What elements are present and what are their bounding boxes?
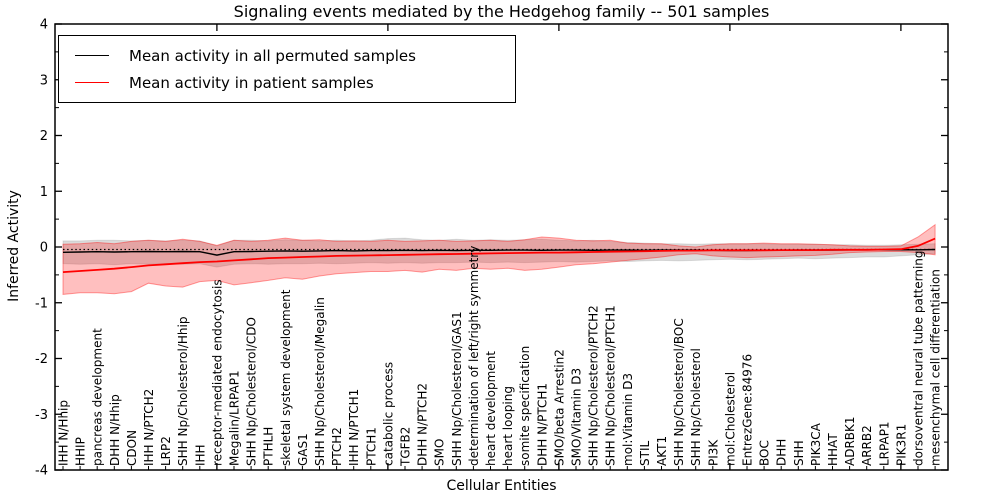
x-tick-label: AKT1 bbox=[655, 436, 669, 466]
y-tick-label: -4 bbox=[35, 464, 48, 479]
x-tick-label: SHH Np/Cholesterol/BOC bbox=[672, 318, 686, 466]
x-tick-label: DHH N/Hhip bbox=[108, 394, 122, 466]
legend-label-patient: Mean activity in patient samples bbox=[129, 73, 374, 92]
x-tick-label: DHH N/PTCH1 bbox=[535, 383, 549, 466]
y-tick-label: 3 bbox=[40, 73, 48, 88]
x-tick-label: pancreas development bbox=[91, 328, 105, 466]
x-tick-label: EntrezGene:84976 bbox=[741, 354, 755, 466]
y-tick-label: 0 bbox=[40, 241, 48, 256]
x-tick-label: TGFB2 bbox=[399, 427, 413, 467]
x-tick-label: BOC bbox=[758, 440, 772, 466]
x-axis-label: Cellular Entities bbox=[446, 478, 557, 494]
x-tick-label: SHH Np/Cholesterol/PTCH1 bbox=[604, 305, 618, 466]
x-tick-label: skeletal system development bbox=[279, 289, 293, 466]
x-tick-label: HHIP bbox=[74, 437, 88, 466]
x-tick-label: GAS1 bbox=[296, 433, 310, 466]
legend-entry-patient: Mean activity in patient samples bbox=[75, 69, 515, 96]
x-tick-label: heart development bbox=[484, 351, 498, 466]
x-tick-label: PIK3CA bbox=[809, 422, 823, 466]
x-tick-label: SHH Np/Cholesterol/Megalin bbox=[313, 297, 327, 466]
x-tick-label: Megalin/LRPAP1 bbox=[228, 370, 242, 466]
x-tick-label: somite specification bbox=[518, 346, 532, 466]
x-tick-label: PIK3R1 bbox=[894, 424, 908, 466]
x-tick-label: dorsoventral neural tube patterning bbox=[912, 250, 926, 466]
y-tick-label: -1 bbox=[35, 296, 48, 311]
x-tick-label: SHH Np/Cholesterol bbox=[689, 348, 703, 466]
x-tick-label: CDON bbox=[125, 430, 139, 466]
y-tick-label: -2 bbox=[35, 352, 48, 367]
legend: Mean activity in all permuted samples Me… bbox=[58, 35, 516, 103]
x-tick-label: SHH Np/Cholesterol/GAS1 bbox=[450, 311, 464, 466]
x-tick-label: receptor-mediated endocytosis bbox=[210, 279, 224, 466]
x-tick-label: IHH N/PTCH2 bbox=[142, 389, 156, 466]
legend-label-permuted: Mean activity in all permuted samples bbox=[129, 46, 416, 65]
x-tick-label: mol:Cholesterol bbox=[723, 372, 737, 466]
y-tick-label: 1 bbox=[40, 185, 48, 200]
x-tick-label: PTCH1 bbox=[364, 427, 378, 466]
patient-mean-line bbox=[62, 237, 936, 273]
x-tick-label: catabolic process bbox=[381, 362, 395, 466]
x-tick-label: STIL bbox=[638, 441, 652, 466]
legend-entry-permuted: Mean activity in all permuted samples bbox=[75, 42, 515, 69]
x-tick-label: IHH N/Hhip bbox=[57, 400, 71, 466]
x-tick-label: mol:Vitamin D3 bbox=[621, 373, 635, 466]
x-tick-label: LRPAP1 bbox=[877, 421, 891, 466]
x-tick-label: heart looping bbox=[501, 386, 515, 466]
x-tick-label: SMO/Vitamin D3 bbox=[570, 368, 584, 466]
x-tick-label: mesenchymal cell differentiation bbox=[929, 269, 943, 466]
x-tick-label: HHAT bbox=[826, 433, 840, 466]
x-tick-label: SHH Np/Cholesterol/CDO bbox=[245, 317, 259, 466]
chart-title: Signaling events mediated by the Hedgeho… bbox=[233, 2, 770, 21]
x-tick-label: SMO bbox=[433, 439, 447, 466]
legend-line-permuted bbox=[75, 55, 109, 56]
x-tick-label: IHH bbox=[193, 444, 207, 466]
legend-line-patient bbox=[75, 82, 109, 83]
y-tick-label: -3 bbox=[35, 408, 48, 423]
y-axis-label: Inferred Activity bbox=[6, 190, 22, 302]
x-tick-label: determination of left/right symmetry bbox=[467, 246, 481, 466]
x-tick-label: DHH N/PTCH2 bbox=[416, 383, 430, 466]
y-tick-label: 4 bbox=[40, 18, 48, 33]
x-tick-label: SMO/beta Arrestin2 bbox=[552, 349, 566, 466]
x-tick-label: SHH Np/Cholesterol/PTCH2 bbox=[587, 305, 601, 466]
x-tick-label: PTHLH bbox=[262, 427, 276, 466]
x-tick-label: LRP2 bbox=[159, 436, 173, 466]
x-tick-label: DHH bbox=[775, 439, 789, 466]
x-tick-label: ARRB2 bbox=[860, 425, 874, 466]
x-tick-label: PI3K bbox=[706, 439, 720, 466]
x-tick-label: SHH Np/Cholesterol/Hhip bbox=[176, 317, 190, 466]
x-tick-label: SHH bbox=[792, 440, 806, 466]
patient-band bbox=[62, 223, 936, 295]
x-tick-label: PTCH2 bbox=[330, 427, 344, 466]
x-tick-label: ADRBK1 bbox=[843, 416, 857, 466]
x-tick-label: IHH N/PTCH1 bbox=[347, 389, 361, 466]
y-tick-label: 2 bbox=[40, 129, 48, 144]
